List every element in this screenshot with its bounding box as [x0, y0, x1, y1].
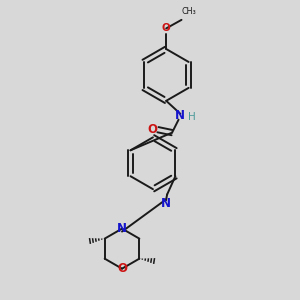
Text: N: N — [161, 197, 171, 210]
Text: H: H — [188, 112, 195, 122]
Text: CH₃: CH₃ — [182, 7, 196, 16]
Text: N: N — [175, 109, 185, 122]
Text: O: O — [162, 23, 171, 33]
Text: N: N — [117, 222, 127, 235]
Text: O: O — [117, 262, 127, 275]
Text: O: O — [148, 123, 158, 136]
